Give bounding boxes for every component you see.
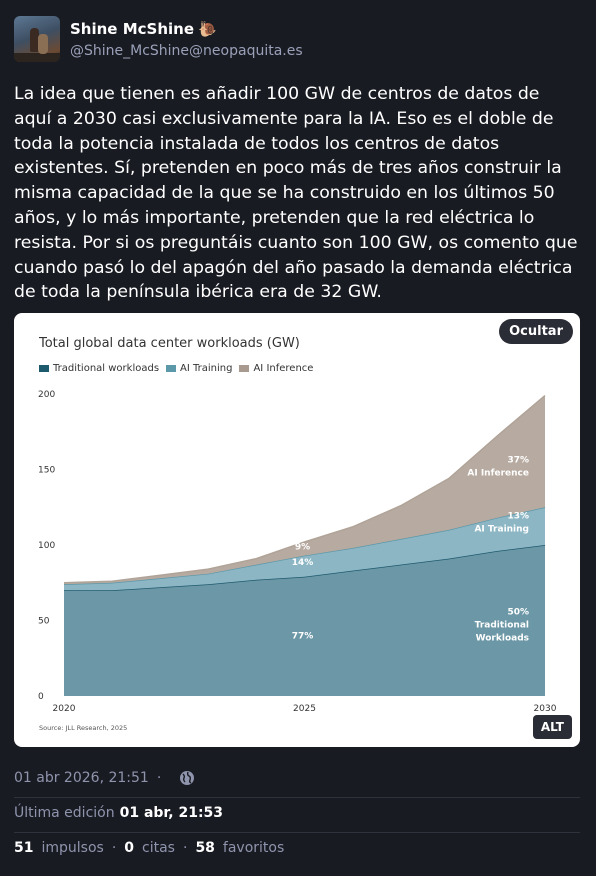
label-2030-traditional: 50%: [507, 607, 529, 617]
favourites-stat[interactable]: 58 favoritos: [195, 840, 284, 856]
chart-title: Total global data center workloads (GW): [39, 336, 300, 351]
label-2030-training: 13%: [507, 512, 529, 522]
post-timestamp-row: 01 abr 2026, 21:51 ·: [14, 770, 580, 786]
display-name[interactable]: Shine McShine 🐌: [70, 19, 303, 39]
legend-item-ai-inference: AI Inference: [239, 363, 313, 374]
label-2030-traditional-name-2: Workloads: [476, 633, 529, 643]
edited-time[interactable]: 01 abr, 21:53: [119, 805, 224, 821]
label-2025-inference: 9%: [295, 542, 310, 552]
quotes-label: citas: [142, 840, 175, 856]
post-header: Shine McShine 🐌 @Shine_McShine@neopaquita…: [14, 16, 303, 62]
label-2030-inference: 37%: [507, 456, 529, 466]
label-2030-training-name: AI Training: [474, 525, 529, 535]
legend-label: AI Inference: [253, 363, 314, 374]
legend-label: Traditional workloads: [53, 363, 160, 374]
hide-media-button[interactable]: Ocultar: [499, 319, 573, 344]
label-2030-traditional-name: Traditional: [475, 620, 529, 630]
snail-emoji: 🐌: [198, 20, 217, 38]
area-traditional-workloads-line: [64, 544, 546, 592]
chart-legend: Traditional workloads AI Training AI Inf…: [39, 363, 320, 374]
alt-text-button[interactable]: ALT: [532, 715, 572, 739]
legend-item-traditional: Traditional workloads: [39, 363, 159, 374]
author-block: Shine McShine 🐌 @Shine_McShine@neopaquita…: [70, 16, 303, 61]
post-timestamp[interactable]: 01 abr 2026, 21:51: [14, 770, 149, 786]
edit-info-row: Última edición 01 abr, 21:53: [14, 805, 580, 821]
legend-label: AI Training: [180, 363, 233, 374]
avatar[interactable]: [14, 16, 60, 62]
quotes-count: 0: [124, 840, 135, 856]
area-traditional-workloads: [64, 545, 545, 696]
x-tick-label: 2030: [534, 704, 557, 714]
account-handle[interactable]: @Shine_McShine@neopaquita.es: [70, 43, 303, 59]
quotes-stat[interactable]: 0 citas: [124, 840, 175, 856]
favourites-label: favoritos: [222, 840, 285, 856]
area-chart: 0 50 100 150 200 2020 2025 2030 77% 14% 9% 50% Tradi…: [38, 390, 557, 714]
separator: ·: [182, 840, 188, 856]
y-tick-label: 100: [38, 541, 55, 551]
legend-swatch: [39, 365, 49, 372]
chart-source: Source: JLL Research, 2025: [39, 724, 128, 732]
legend-swatch: [166, 365, 177, 372]
divider: [14, 797, 580, 798]
separator: ·: [111, 840, 117, 856]
globe-icon: [179, 770, 195, 786]
media-attachment[interactable]: Total global data center workloads (GW) …: [14, 313, 580, 747]
stats-row: 51 impulsos · 0 citas · 58 favoritos: [14, 840, 580, 856]
legend-swatch: [239, 365, 250, 372]
separator: ·: [156, 770, 162, 786]
favourites-count: 58: [195, 840, 215, 856]
y-tick-label: 200: [38, 390, 55, 400]
area-ai-inference: [64, 395, 545, 585]
y-tick-label: 50: [38, 617, 50, 627]
label-2030-inference-name: AI Inference: [467, 469, 529, 479]
area-ai-training: [64, 507, 545, 591]
post-text: La idea que tienen es añadir 100 GW de c…: [14, 84, 578, 303]
x-tick-label: 2020: [53, 704, 76, 714]
divider: [14, 832, 580, 833]
y-tick-label: 0: [38, 692, 44, 702]
label-2025-traditional: 77%: [292, 632, 314, 642]
boosts-stat[interactable]: 51 impulsos: [14, 840, 104, 856]
edited-label: Última edición: [14, 805, 115, 821]
x-tick-label: 2025: [293, 704, 316, 714]
legend-item-ai-training: AI Training: [166, 363, 232, 374]
display-name-text[interactable]: Shine McShine: [70, 20, 194, 38]
boosts-count: 51: [14, 840, 34, 856]
area-ai-inference-line: [63, 394, 546, 584]
label-2025-training: 14%: [292, 558, 314, 568]
boosts-label: impulsos: [41, 840, 104, 856]
y-tick-label: 150: [38, 466, 55, 476]
